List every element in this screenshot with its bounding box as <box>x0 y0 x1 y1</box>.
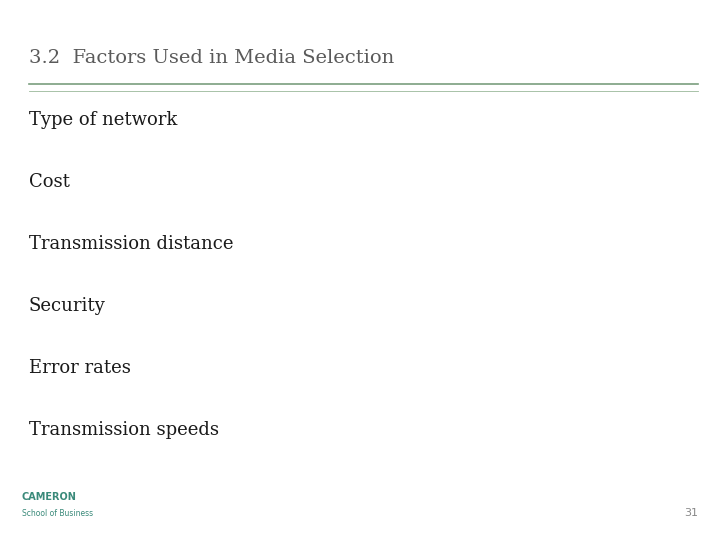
Text: Transmission distance: Transmission distance <box>29 235 233 253</box>
Text: 3.2  Factors Used in Media Selection: 3.2 Factors Used in Media Selection <box>29 49 394 66</box>
Text: Error rates: Error rates <box>29 359 130 377</box>
Text: School of Business: School of Business <box>22 509 93 518</box>
Text: 31: 31 <box>685 508 698 518</box>
Text: Transmission speeds: Transmission speeds <box>29 421 219 439</box>
Text: Type of network: Type of network <box>29 111 177 129</box>
Text: Cost: Cost <box>29 173 70 191</box>
Text: Security: Security <box>29 297 106 315</box>
Text: CAMERON: CAMERON <box>22 492 76 502</box>
